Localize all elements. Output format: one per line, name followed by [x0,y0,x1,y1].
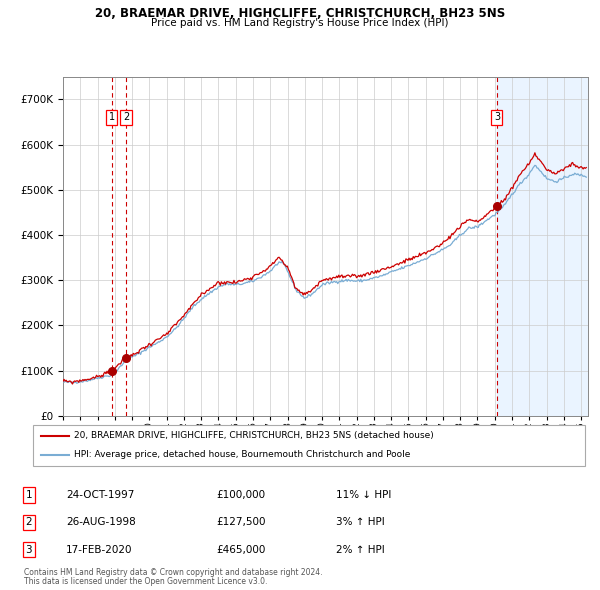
Text: 3: 3 [494,113,500,122]
Text: 20, BRAEMAR DRIVE, HIGHCLIFFE, CHRISTCHURCH, BH23 5NS: 20, BRAEMAR DRIVE, HIGHCLIFFE, CHRISTCHU… [95,7,505,20]
Bar [497,77,600,416]
Text: 11% ↓ HPI: 11% ↓ HPI [336,490,391,500]
Text: 26-AUG-1998: 26-AUG-1998 [66,517,136,527]
Text: 17-FEB-2020: 17-FEB-2020 [66,545,133,555]
Text: 3% ↑ HPI: 3% ↑ HPI [336,517,385,527]
Text: 2% ↑ HPI: 2% ↑ HPI [336,545,385,555]
Text: Price paid vs. HM Land Registry's House Price Index (HPI): Price paid vs. HM Land Registry's House … [151,18,449,28]
Text: HPI: Average price, detached house, Bournemouth Christchurch and Poole: HPI: Average price, detached house, Bour… [74,450,411,460]
Text: 20, BRAEMAR DRIVE, HIGHCLIFFE, CHRISTCHURCH, BH23 5NS (detached house): 20, BRAEMAR DRIVE, HIGHCLIFFE, CHRISTCHU… [74,431,434,441]
Text: 24-OCT-1997: 24-OCT-1997 [66,490,134,500]
Text: 2: 2 [25,517,32,527]
Text: 1: 1 [25,490,32,500]
Text: £127,500: £127,500 [216,517,265,527]
Text: 3: 3 [25,545,32,555]
Text: 2: 2 [123,113,129,122]
Text: This data is licensed under the Open Government Licence v3.0.: This data is licensed under the Open Gov… [24,578,268,586]
Text: £465,000: £465,000 [216,545,265,555]
Text: £100,000: £100,000 [216,490,265,500]
Text: 1: 1 [109,113,115,122]
Text: Contains HM Land Registry data © Crown copyright and database right 2024.: Contains HM Land Registry data © Crown c… [24,568,323,577]
FancyBboxPatch shape [33,425,585,466]
